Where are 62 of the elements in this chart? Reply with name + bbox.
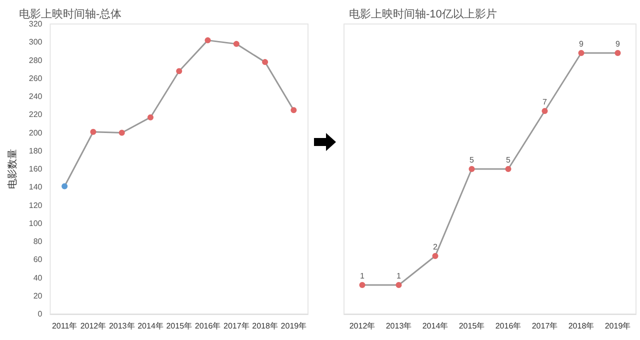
x-tick-label: 2017年 — [532, 322, 558, 330]
y-tick-label: 200 — [28, 128, 43, 138]
point — [614, 50, 621, 56]
x-tick-label: 2017年 — [224, 322, 250, 330]
x-tick-label: 2016年 — [495, 322, 522, 330]
point — [118, 130, 125, 136]
y-tick-label: 140 — [28, 182, 43, 192]
x-tick-label: 2014年 — [422, 322, 448, 330]
data-label: 7 — [542, 98, 548, 106]
y-tick-label: 220 — [28, 110, 43, 120]
point — [233, 40, 240, 47]
point — [176, 68, 182, 74]
y-tick-label: 320 — [28, 20, 43, 28]
y-tick-label: 20 — [33, 291, 43, 300]
point — [262, 59, 268, 66]
y-tick-label: 80 — [33, 237, 43, 246]
y-tick-label: 300 — [28, 38, 43, 47]
y-axis-title: 电影数量 — [6, 149, 18, 189]
y-tick-label: 280 — [28, 56, 43, 65]
data-label: 1 — [360, 272, 366, 280]
point — [578, 50, 584, 56]
y-tick-label: 60 — [33, 255, 43, 264]
point — [359, 282, 366, 288]
x-tick-label: 2015年 — [458, 322, 485, 330]
chart-title: 电影上映时间轴-10亿以上影片 — [349, 8, 497, 20]
x-tick-label: 2013年 — [108, 322, 135, 330]
y-tick-label: 100 — [28, 218, 43, 228]
data-label: 5 — [470, 156, 475, 164]
y-tick-label: 260 — [28, 74, 43, 83]
point — [542, 108, 548, 114]
point — [432, 253, 438, 259]
x-tick-label: 2019年 — [604, 322, 631, 330]
y-tick-label: 120 — [28, 200, 43, 210]
x-tick-label: 2016年 — [194, 322, 221, 330]
data-label: 9 — [616, 40, 621, 48]
point — [505, 166, 512, 172]
x-tick-label: 2011年 — [52, 322, 78, 330]
y-tick-label: 0 — [38, 310, 43, 318]
x-tick-label: 2015年 — [166, 322, 192, 330]
x-tick-label: 2014年 — [138, 322, 164, 330]
point — [468, 166, 475, 172]
point — [147, 114, 154, 120]
point — [62, 183, 68, 190]
x-tick-label: 2019年 — [280, 322, 307, 330]
point — [290, 107, 297, 114]
x-tick-label: 2012年 — [349, 322, 376, 330]
y-tick-label: 180 — [28, 146, 43, 156]
point — [90, 128, 96, 135]
x-tick-label: 2012年 — [80, 322, 106, 330]
y-tick-label: 40 — [33, 273, 43, 282]
point — [396, 282, 402, 288]
point — [204, 37, 211, 44]
data-label: 5 — [506, 156, 512, 164]
x-tick-label: 2018年 — [568, 322, 594, 330]
x-tick-label: 2013年 — [386, 322, 412, 330]
data-label: 9 — [579, 40, 584, 48]
data-label: 1 — [396, 272, 402, 280]
x-tick-label: 2018年 — [252, 322, 278, 330]
chart-title: 电影上映时间轴-总体 — [19, 8, 122, 20]
y-tick-label: 160 — [28, 164, 43, 174]
data-label: 2 — [433, 242, 438, 252]
y-tick-label: 240 — [28, 92, 43, 101]
